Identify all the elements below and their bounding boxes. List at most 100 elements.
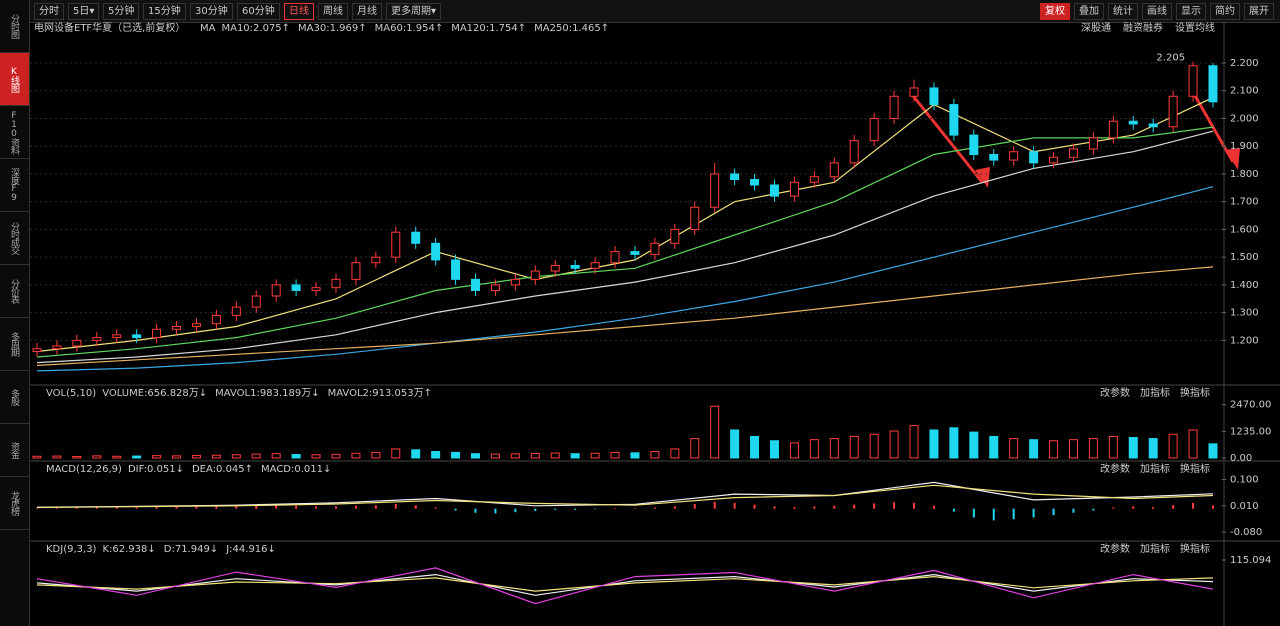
sidebar-tab[interactable]: 深度F9 xyxy=(0,159,29,212)
sidebar-tab[interactable]: 资金 xyxy=(0,424,29,477)
tab-label: 分时图 xyxy=(9,14,19,38)
tool-button[interactable]: 简约 xyxy=(1210,3,1240,20)
volume-bar xyxy=(1208,443,1218,459)
period-button[interactable]: 15分钟 xyxy=(143,3,186,20)
legend-label: MA120:1.754↑ xyxy=(451,23,526,34)
panel-title: VOL(5,10) xyxy=(46,388,96,399)
candle-body xyxy=(72,339,82,347)
candle-body xyxy=(331,278,341,289)
candle-body xyxy=(271,284,281,297)
volume-bar xyxy=(1029,439,1039,459)
y-tick-label: 2.000 xyxy=(1230,113,1259,124)
tool-button[interactable]: 统计 xyxy=(1108,3,1138,20)
tab-label: 多股 xyxy=(9,389,19,405)
period-button[interactable]: 日线 xyxy=(284,3,314,20)
legend-label: MACD:0.011↓ xyxy=(261,464,331,475)
candle-body xyxy=(311,287,321,291)
kdj-line xyxy=(36,567,1214,605)
sidebar-tab[interactable]: K线图 xyxy=(0,53,29,106)
period-button[interactable]: 分时 xyxy=(34,3,64,20)
tool-button[interactable]: 显示 xyxy=(1176,3,1206,20)
panel-button[interactable]: 加指标 xyxy=(1140,462,1170,475)
volume-bar xyxy=(610,451,620,459)
volume-bar xyxy=(1049,440,1059,459)
panel-button[interactable]: 换指标 xyxy=(1180,462,1210,475)
period-button[interactable]: 更多周期▾ xyxy=(386,3,442,20)
sidebar-tab[interactable]: 龙虎榜 xyxy=(0,477,29,530)
period-button[interactable]: 5日▾ xyxy=(68,3,100,20)
tool-button[interactable]: 展开 xyxy=(1244,3,1274,20)
y-tick-label: 2470.00 xyxy=(1230,400,1271,411)
volume-bar xyxy=(112,455,122,459)
y-tick-label: 1.400 xyxy=(1230,280,1259,291)
y-tick-label: 2.200 xyxy=(1230,58,1259,69)
volume-bar xyxy=(371,451,381,459)
panel-link[interactable]: 深股通 xyxy=(1081,22,1111,34)
volume-bar xyxy=(829,438,839,459)
legend-label: DEA:0.045↑ xyxy=(192,464,253,475)
volume-bar xyxy=(769,440,779,459)
period-button[interactable]: 60分钟 xyxy=(237,3,280,20)
volume-bar xyxy=(889,430,899,459)
volume-bar xyxy=(570,453,580,459)
candle-body xyxy=(1128,120,1138,125)
panel-link[interactable]: 设置均线 xyxy=(1175,22,1215,34)
volume-bar xyxy=(431,451,441,459)
legend-label: VOLUME:656.828万↓ xyxy=(102,388,207,399)
panel-button[interactable]: 改参数 xyxy=(1100,462,1130,475)
period-button[interactable]: 30分钟 xyxy=(190,3,233,20)
sidebar-tab[interactable]: F10资料 xyxy=(0,106,29,159)
volume-bar xyxy=(311,454,321,459)
panel-button[interactable]: 加指标 xyxy=(1140,542,1170,555)
panel-button[interactable]: 加指标 xyxy=(1140,386,1170,399)
candle-body xyxy=(1049,156,1059,164)
tool-button[interactable]: 叠加 xyxy=(1074,3,1104,20)
candle-body xyxy=(590,262,600,269)
kdj-line xyxy=(36,575,1214,592)
tab-label: 分价表 xyxy=(9,279,19,303)
volume-bar xyxy=(690,438,700,459)
volume-bar xyxy=(650,451,660,459)
tool-button[interactable]: 复权 xyxy=(1040,3,1070,20)
period-button[interactable]: 周线 xyxy=(318,3,348,20)
candle-body xyxy=(769,184,779,197)
panel-button[interactable]: 换指标 xyxy=(1180,386,1210,399)
panel-link[interactable]: 融资融券 xyxy=(1123,22,1163,34)
candle-body xyxy=(1068,148,1078,158)
volume-bar xyxy=(172,455,182,459)
sidebar-tab[interactable]: 分时成交 xyxy=(0,212,29,265)
tool-button[interactable]: 画线 xyxy=(1142,3,1172,20)
ma-line xyxy=(36,130,1214,364)
tab-label: K线图 xyxy=(9,66,19,92)
volume-bar xyxy=(391,448,401,459)
volume-bar xyxy=(1088,438,1098,459)
sidebar-tab[interactable]: 多周期 xyxy=(0,318,29,371)
candle-body xyxy=(471,278,481,291)
panel-title: MACD(12,26,9) xyxy=(46,464,122,475)
tab-label: 分时成交 xyxy=(9,222,19,254)
panel-button[interactable]: 换指标 xyxy=(1180,542,1210,555)
candle-body xyxy=(849,140,859,164)
candle-body xyxy=(172,326,182,330)
period-button[interactable]: 5分钟 xyxy=(103,3,140,20)
period-button[interactable]: 月线 xyxy=(352,3,382,20)
sidebar-tab[interactable]: 多股 xyxy=(0,371,29,424)
panel-button[interactable]: 改参数 xyxy=(1100,542,1130,555)
volume-bar xyxy=(490,453,500,459)
legend-label: MA10:2.075↑ xyxy=(221,23,290,34)
legend-label: D:71.949↓ xyxy=(164,544,218,555)
candle-body xyxy=(570,264,580,269)
volume-bar xyxy=(929,429,939,459)
ma-line xyxy=(36,186,1214,372)
candle-body xyxy=(1088,137,1098,150)
y-tick-label: 1235.00 xyxy=(1230,426,1271,437)
candle-body xyxy=(371,256,381,264)
volume-bar xyxy=(411,449,421,459)
candle-body xyxy=(969,134,979,156)
candle-body xyxy=(670,228,680,244)
sidebar-tab[interactable]: 分时图 xyxy=(0,0,29,53)
sidebar-tab[interactable]: 分价表 xyxy=(0,265,29,318)
volume-bar xyxy=(630,452,640,459)
panel-button[interactable]: 改参数 xyxy=(1100,386,1130,399)
candle-body xyxy=(789,181,799,197)
